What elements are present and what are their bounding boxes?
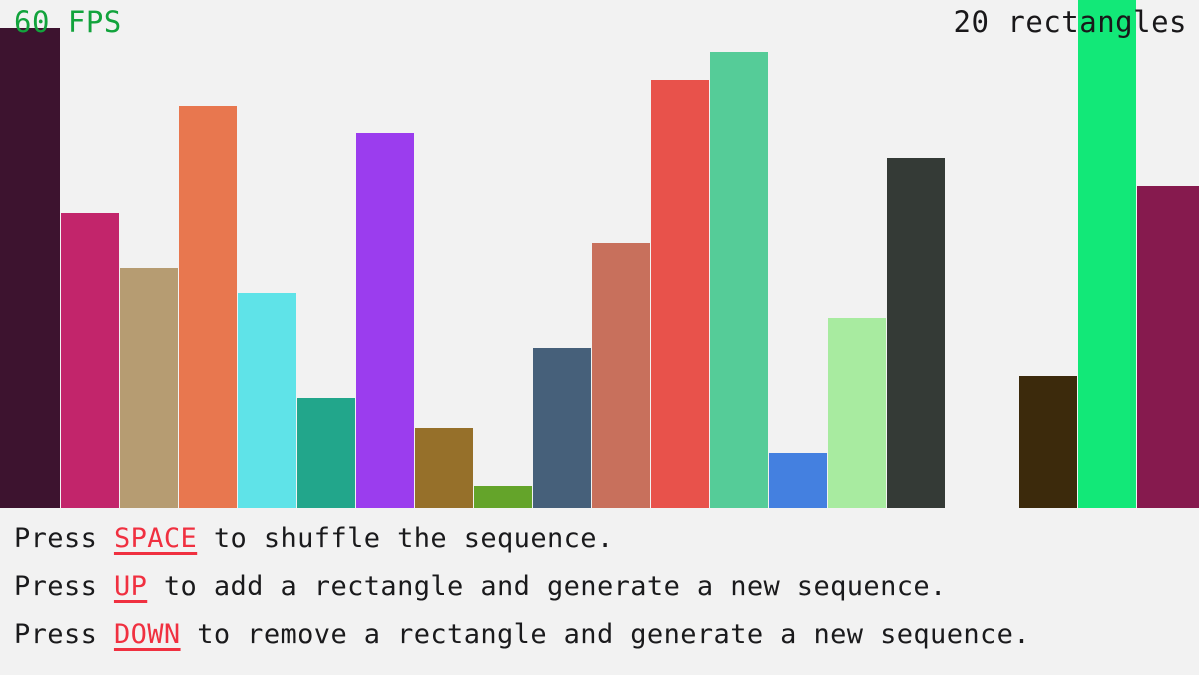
bar-rectangle	[592, 243, 650, 508]
bar-rectangle	[769, 453, 827, 508]
fps-counter: 60 FPS	[14, 5, 122, 39]
instruction-prefix: Press	[14, 571, 114, 602]
bar-rectangle	[120, 268, 178, 508]
key-hint-down: DOWN	[113, 619, 181, 650]
instruction-prefix: Press	[14, 523, 114, 554]
bar-rectangle	[238, 293, 296, 508]
instruction-line: Press DOWN to remove a rectangle and gen…	[14, 611, 1199, 659]
bar-rectangle	[356, 133, 414, 508]
bar-rectangle	[710, 52, 768, 508]
bar-rectangle	[61, 213, 119, 508]
instruction-line: Press SPACE to shuffle the sequence.	[14, 515, 1199, 563]
bar-rectangle	[1137, 186, 1199, 508]
key-hint-space: SPACE	[113, 523, 198, 554]
instructions-panel: Press SPACE to shuffle the sequence. Pres…	[0, 515, 1199, 659]
bar-rectangle	[651, 80, 709, 508]
bar-rectangle	[887, 158, 945, 508]
bar-rectangle	[1019, 376, 1077, 508]
bar-rectangle	[828, 318, 886, 508]
key-hint-up: UP	[113, 571, 148, 602]
bar-rectangle	[179, 106, 237, 508]
bar-rectangle	[415, 428, 473, 508]
bar-rectangle	[0, 28, 60, 508]
instruction-suffix: to shuffle the sequence.	[197, 523, 614, 554]
instruction-prefix: Press	[14, 619, 114, 650]
rectangle-chart	[0, 0, 1199, 508]
rectangle-count-label: 20 rectangles	[953, 5, 1187, 39]
instruction-suffix: to remove a rectangle and generate a new…	[180, 619, 1030, 650]
instruction-line: Press UP to add a rectangle and generate…	[14, 563, 1199, 611]
bar-rectangle	[297, 398, 355, 508]
bar-rectangle	[533, 348, 591, 508]
bar-rectangle	[1078, 0, 1136, 508]
bar-rectangle	[474, 486, 532, 508]
instruction-suffix: to add a rectangle and generate a new se…	[147, 571, 947, 602]
